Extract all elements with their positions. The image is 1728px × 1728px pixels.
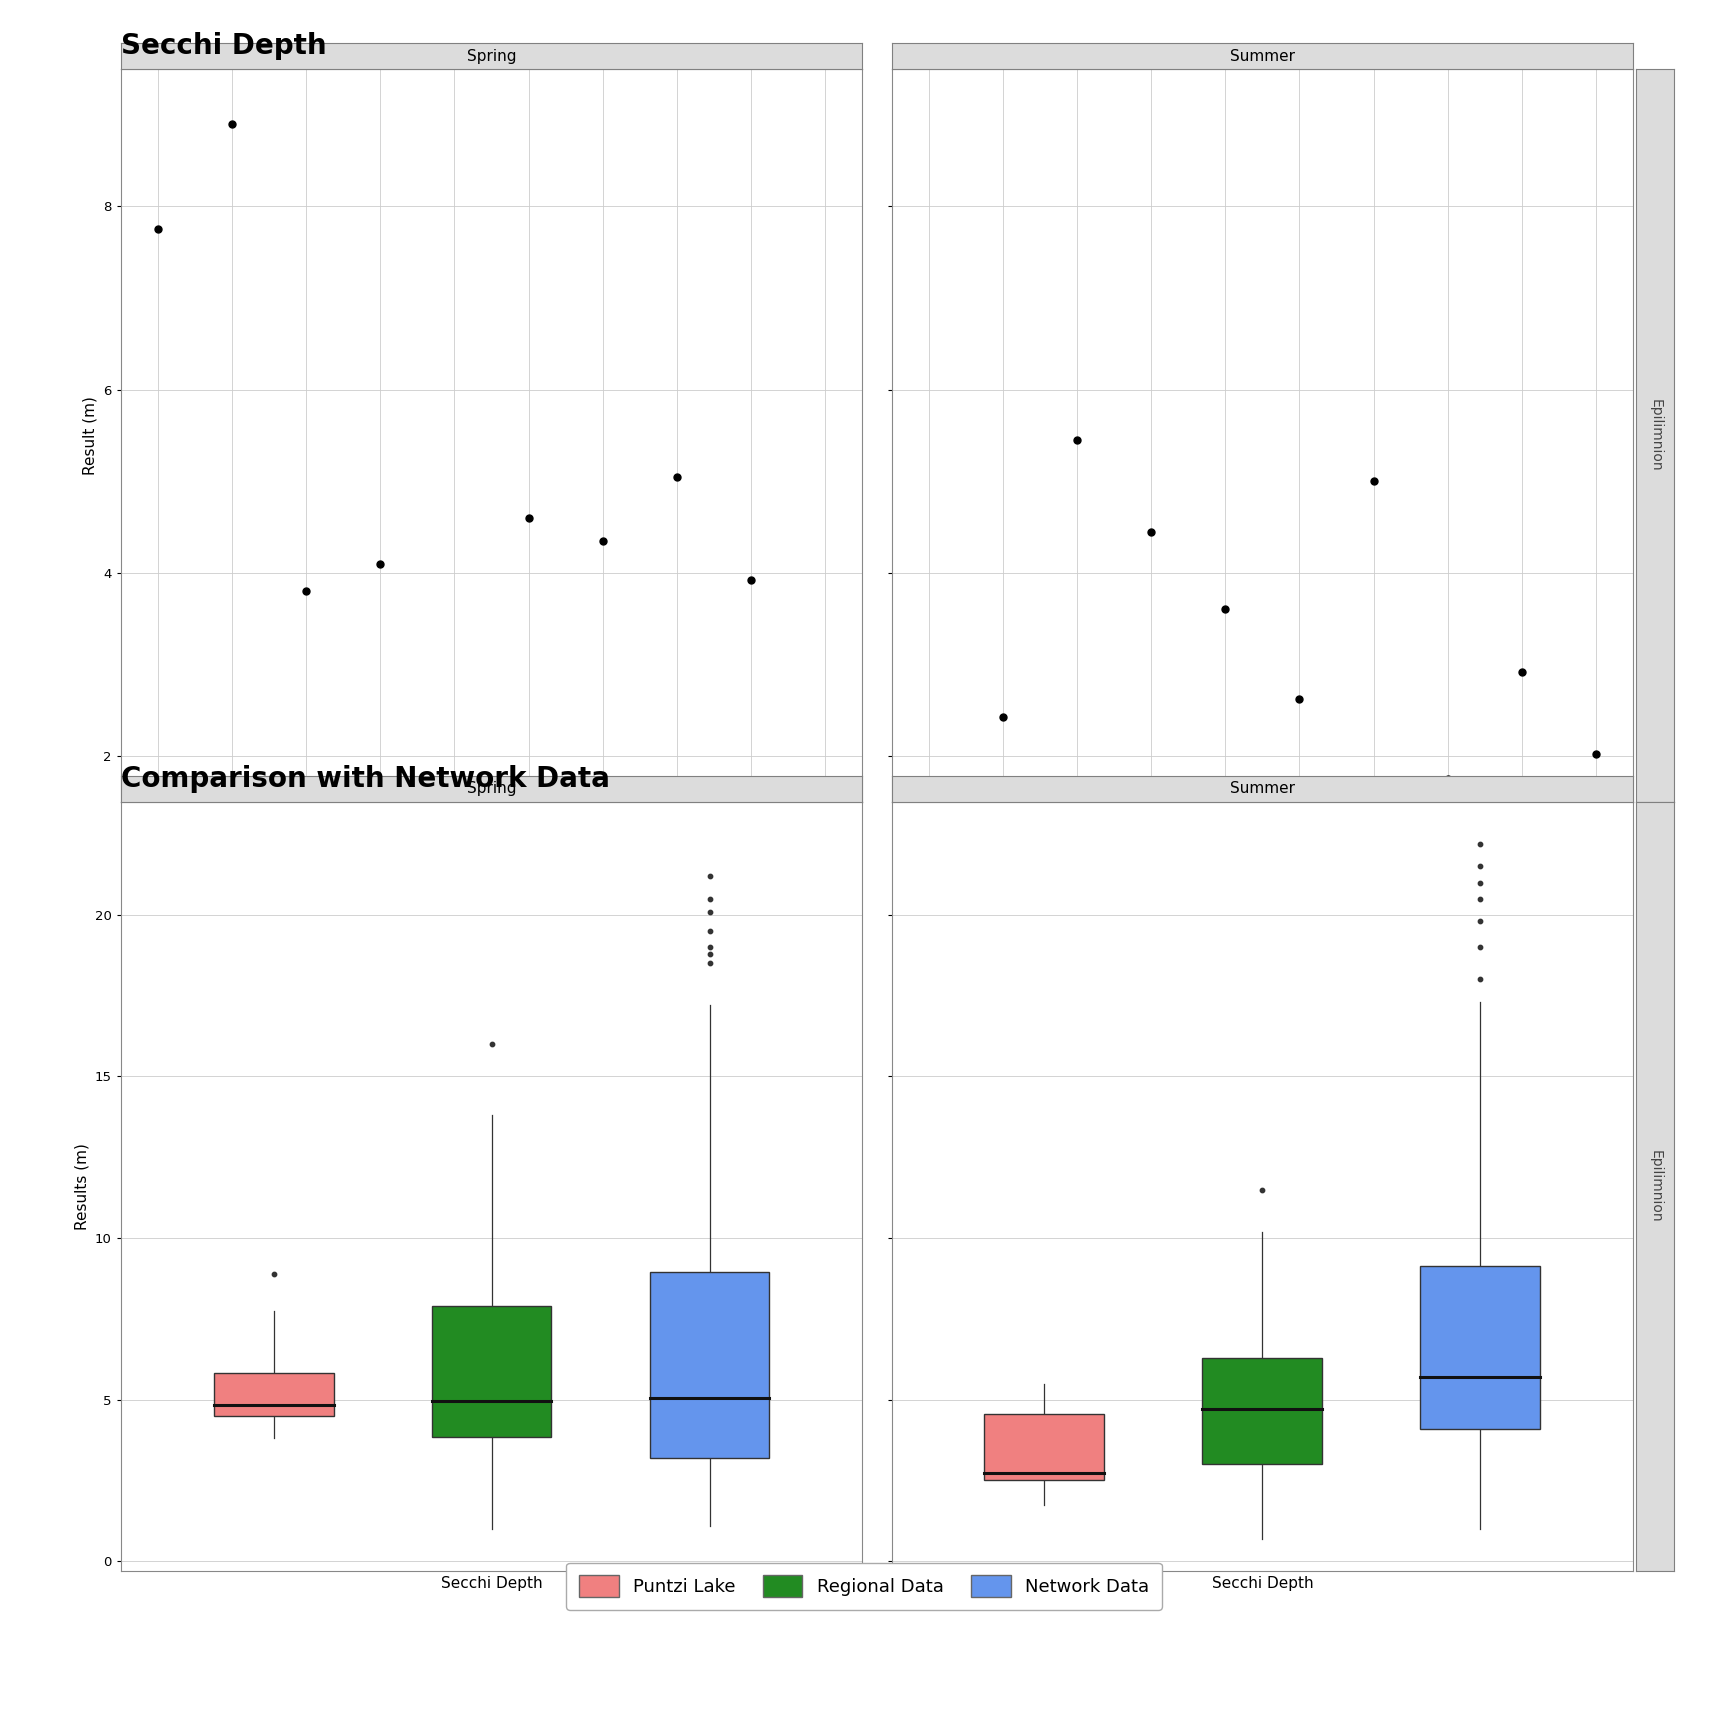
Point bbox=[1211, 596, 1239, 624]
Point bbox=[696, 940, 724, 968]
Point bbox=[1360, 467, 1388, 494]
Y-axis label: Result (m): Result (m) bbox=[83, 396, 98, 475]
Bar bbox=[1420, 1265, 1540, 1429]
Point bbox=[696, 933, 724, 961]
Point bbox=[696, 949, 724, 976]
Bar bbox=[985, 1414, 1104, 1481]
Point bbox=[1467, 933, 1495, 961]
Point bbox=[696, 899, 724, 926]
Point bbox=[292, 577, 320, 605]
Point bbox=[259, 1260, 287, 1287]
Point bbox=[589, 527, 617, 555]
Point bbox=[988, 703, 1016, 731]
Y-axis label: Results (m): Results (m) bbox=[74, 1142, 90, 1230]
Point bbox=[1509, 658, 1536, 686]
Point bbox=[143, 216, 171, 244]
Point bbox=[1583, 740, 1610, 767]
Bar bbox=[650, 1272, 769, 1458]
Point bbox=[1467, 907, 1495, 935]
Point bbox=[696, 862, 724, 890]
Text: Secchi Depth: Secchi Depth bbox=[121, 33, 327, 60]
Text: Summer: Summer bbox=[1230, 781, 1294, 797]
Point bbox=[1063, 427, 1090, 454]
Point bbox=[1467, 885, 1495, 912]
Point bbox=[1249, 1175, 1277, 1203]
Legend: Puntzi Lake, Regional Data, Network Data: Puntzi Lake, Regional Data, Network Data bbox=[567, 1562, 1161, 1610]
Point bbox=[218, 111, 245, 138]
Text: Epilimnion: Epilimnion bbox=[1649, 399, 1662, 472]
Point bbox=[515, 505, 543, 532]
Point bbox=[1286, 686, 1313, 714]
Point bbox=[366, 550, 394, 577]
Point bbox=[1467, 852, 1495, 880]
Text: Comparison with Network Data: Comparison with Network Data bbox=[121, 766, 610, 793]
Point bbox=[1467, 869, 1495, 897]
Bar bbox=[432, 1306, 551, 1438]
Point bbox=[1137, 518, 1165, 546]
Point bbox=[664, 463, 691, 491]
Point bbox=[1467, 966, 1495, 994]
Text: Spring: Spring bbox=[467, 781, 517, 797]
Point bbox=[477, 1030, 505, 1058]
Bar bbox=[214, 1374, 334, 1415]
Point bbox=[1434, 766, 1462, 793]
Text: Spring: Spring bbox=[467, 48, 517, 64]
Bar bbox=[1203, 1358, 1322, 1464]
Point bbox=[696, 885, 724, 912]
Text: Summer: Summer bbox=[1230, 48, 1294, 64]
Point bbox=[696, 918, 724, 945]
Point bbox=[738, 567, 766, 594]
Point bbox=[1467, 829, 1495, 857]
Text: Epilimnion: Epilimnion bbox=[1649, 1151, 1662, 1223]
